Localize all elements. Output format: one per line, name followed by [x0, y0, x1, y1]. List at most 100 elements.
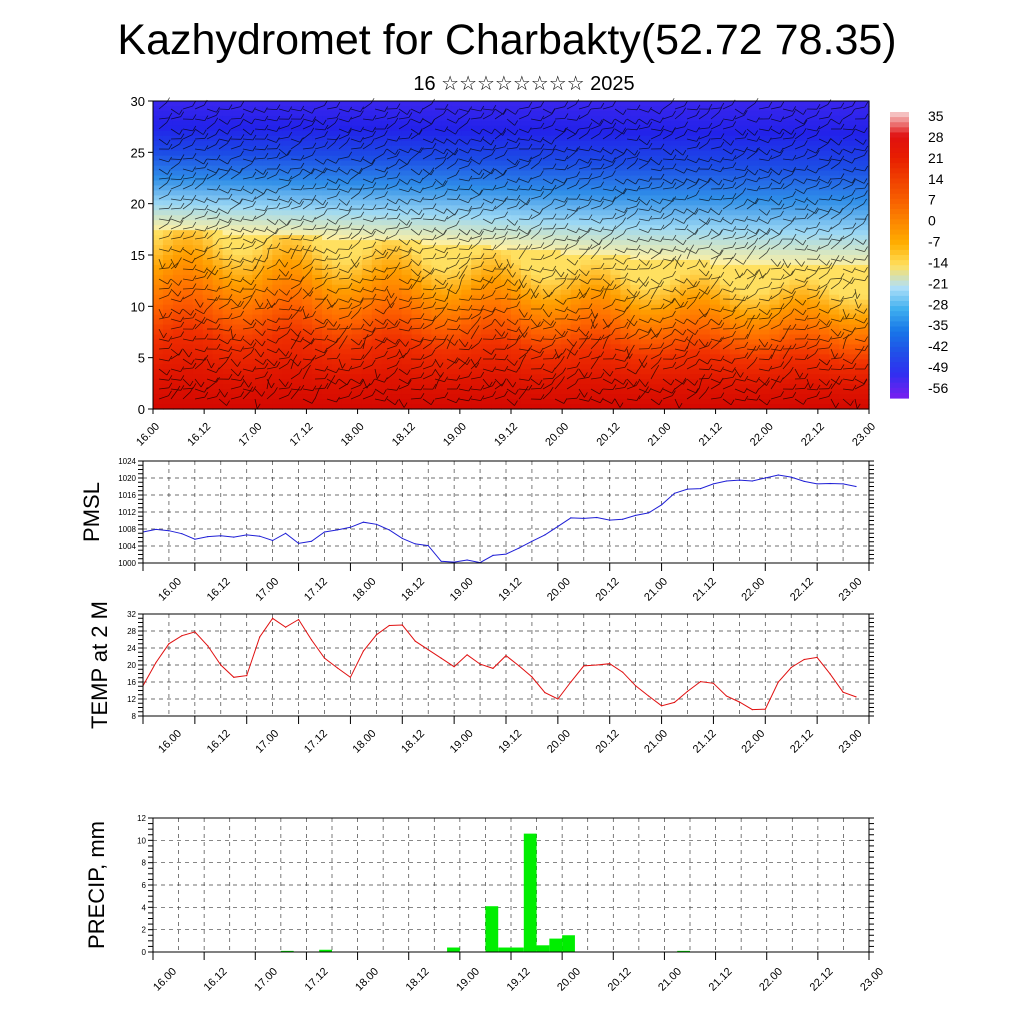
- data-point: [220, 535, 222, 537]
- data-point: [427, 649, 429, 651]
- colorbar-label: 21: [928, 150, 944, 166]
- data-point: [349, 676, 351, 678]
- x-tick-label: 17.00: [253, 576, 281, 604]
- x-tick-label: 20.12: [606, 966, 634, 994]
- data-point: [272, 617, 274, 619]
- precip-bar: [523, 833, 537, 952]
- series-line: [142, 617, 857, 711]
- colorbar-label: 7: [928, 192, 936, 208]
- data-point: [323, 657, 326, 659]
- data-point: [648, 512, 650, 514]
- colorbar-label: 35: [928, 108, 944, 124]
- data-point: [712, 483, 715, 485]
- precip-bar: [511, 947, 524, 952]
- y-tick-label: 10: [137, 836, 146, 845]
- x-tick-label: 17.00: [252, 966, 280, 994]
- x-tick-label: 18.00: [351, 576, 379, 604]
- data-point: [518, 665, 520, 667]
- colorbar-label: 14: [928, 171, 944, 187]
- y-tick-label: 30: [131, 94, 145, 109]
- y-tick-label: 6: [142, 881, 147, 890]
- data-point: [661, 504, 663, 506]
- data-point: [207, 536, 209, 538]
- data-point: [829, 673, 831, 675]
- precip-bar: [485, 906, 499, 952]
- data-point: [583, 665, 585, 667]
- colorbar-label: -56: [928, 380, 948, 396]
- data-point: [699, 681, 702, 683]
- y-tick-label: 5: [138, 351, 145, 366]
- data-point: [816, 483, 818, 485]
- y-tick-label: 8: [132, 712, 137, 721]
- y-tick-label: 1008: [118, 525, 136, 534]
- x-tick-label: 19.00: [448, 728, 476, 756]
- temp-chart: 8 12 16 20 24 28 32 16.00 16.12 17.00 17.12 18.00 18…: [87, 601, 874, 756]
- data-point: [246, 534, 248, 536]
- y-tick-label: 8: [142, 859, 147, 868]
- data-point: [661, 705, 663, 707]
- x-tick-label: 18.12: [390, 421, 418, 449]
- data-point: [725, 480, 728, 482]
- data-point: [220, 664, 222, 666]
- data-point: [194, 631, 196, 633]
- y-tick-label: 32: [127, 610, 136, 619]
- x-tick-label: 19.12: [505, 966, 533, 994]
- data-point: [790, 666, 792, 669]
- x-tick-label: 16.12: [205, 576, 233, 604]
- x-tick-label: 16.00: [151, 966, 179, 994]
- data-point: [492, 554, 494, 557]
- data-point: [298, 618, 300, 621]
- data-point: [673, 701, 676, 704]
- colorbar-label: -21: [928, 275, 948, 291]
- data-point: [505, 553, 507, 555]
- data-point: [181, 635, 183, 637]
- y-tick-label: 4: [142, 903, 147, 912]
- x-tick-label: 22.00: [739, 728, 767, 756]
- x-tick-label: 20.12: [594, 728, 622, 756]
- colorbar-label: -49: [928, 359, 948, 375]
- data-point: [570, 681, 572, 683]
- y-tick-label: 12: [127, 695, 136, 704]
- y-tick-label: 1020: [118, 474, 136, 483]
- x-tick-label: 16.12: [202, 966, 230, 994]
- data-point: [570, 517, 572, 519]
- data-point: [583, 517, 585, 520]
- data-point: [336, 667, 339, 669]
- data-point: [362, 521, 364, 523]
- data-point: [596, 516, 598, 519]
- data-point: [194, 538, 196, 540]
- data-point: [246, 675, 248, 677]
- data-point: [609, 663, 611, 665]
- data-point: [453, 666, 455, 668]
- data-point: [544, 692, 546, 694]
- data-point: [673, 492, 676, 494]
- x-tick-label: 17.00: [253, 728, 281, 756]
- x-tick-label: 16.12: [185, 421, 213, 449]
- x-tick-label: 22.12: [788, 728, 816, 756]
- y-tick-label: 1024: [118, 457, 136, 466]
- x-tick-label: 17.12: [288, 421, 316, 449]
- y-tick-label: 20: [127, 661, 136, 670]
- colorbar-label: 0: [928, 213, 936, 229]
- precip-bar: [562, 935, 575, 952]
- x-tick-label: 20.00: [545, 576, 573, 604]
- data-point: [285, 626, 287, 628]
- x-tick-label: 21.00: [646, 421, 674, 449]
- data-point: [557, 525, 559, 528]
- x-tick-label: 21.00: [642, 728, 670, 756]
- colorbar-label: -14: [928, 254, 948, 270]
- y-axis-label: PMSL: [79, 482, 104, 542]
- data-point: [855, 485, 857, 488]
- data-point: [401, 624, 403, 626]
- x-tick-label: 18.12: [399, 576, 427, 604]
- y-tick-label: 20: [131, 197, 145, 212]
- precip-bar: [447, 947, 460, 952]
- data-point: [699, 488, 702, 490]
- y-tick-label: 1016: [118, 491, 136, 500]
- colorbar-label: 28: [928, 129, 944, 145]
- data-point: [310, 639, 313, 641]
- y-tick-label: 0: [142, 948, 147, 957]
- x-tick-label: 20.00: [555, 966, 583, 994]
- x-tick-label: 18.00: [353, 966, 381, 994]
- data-point: [777, 681, 779, 683]
